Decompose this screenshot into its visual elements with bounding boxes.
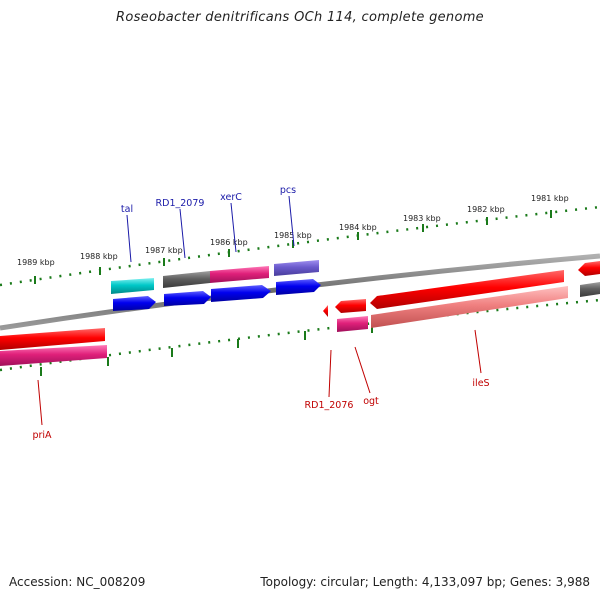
- cds-xerc[interactable]: [211, 285, 271, 302]
- gene-pria[interactable]: [0, 345, 107, 366]
- tick-label: 1983 kbp: [403, 214, 441, 223]
- tick-label: 1981 kbp: [531, 194, 569, 203]
- cds-tal[interactable]: [113, 296, 156, 311]
- cds-right-edge[interactable]: [578, 261, 600, 276]
- cds-pcs[interactable]: [276, 279, 321, 295]
- cds-ogt[interactable]: [335, 299, 366, 313]
- accession-label: Accession: NC_008209: [9, 575, 146, 589]
- gene-label-rd1-2079: RD1_2079: [156, 198, 205, 209]
- gene-rd1-2079[interactable]: [163, 271, 210, 288]
- gene-pcs[interactable]: [274, 260, 319, 276]
- gene-label-tal: tal: [121, 204, 133, 215]
- tick-label: 1982 kbp: [467, 205, 505, 214]
- tick-label: 1987 kbp: [145, 246, 183, 255]
- genome-summary: Topology: circular; Length: 4,133,097 bp…: [260, 575, 590, 589]
- tick-label: 1989 kbp: [17, 258, 55, 267]
- reverse-gene-row: [0, 282, 600, 366]
- forward-labels: tal RD1_2079 xerC pcs: [121, 185, 296, 263]
- cds-iles[interactable]: [370, 270, 564, 309]
- major-ticks-lower: [40, 324, 373, 376]
- reverse-labels: priA RD1_2076 ogt ileS: [32, 329, 490, 441]
- upper-tick-row: [0, 205, 600, 287]
- gene-label-ogt: ogt: [363, 396, 379, 407]
- gene-right-edge[interactable]: [580, 282, 600, 297]
- gene-iles[interactable]: [371, 286, 568, 328]
- gene-ogt[interactable]: [337, 316, 368, 332]
- gene-tal[interactable]: [111, 278, 154, 294]
- gene-label-pria: priA: [32, 430, 52, 441]
- cds-rd1-2079[interactable]: [164, 291, 211, 306]
- forward-gene-row: [111, 260, 319, 294]
- gene-label-rd1-2076: RD1_2076: [305, 400, 354, 411]
- tick-label: 1984 kbp: [339, 223, 377, 232]
- tick-label: 1986 kbp: [210, 238, 248, 247]
- map-title: Roseobacter denitrificans OCh 114, compl…: [116, 10, 484, 25]
- gene-label-iles: ileS: [472, 378, 489, 389]
- forward-cds-row: [113, 279, 321, 311]
- cds-rd1-2076[interactable]: [323, 305, 328, 317]
- gene-label-xerc: xerC: [220, 192, 242, 203]
- tick-label: 1988 kbp: [80, 252, 118, 261]
- gene-xerc[interactable]: [210, 266, 269, 283]
- major-ticks-upper: [34, 210, 552, 284]
- gene-label-pcs: pcs: [280, 185, 296, 196]
- cds-pria[interactable]: [0, 328, 105, 350]
- reverse-cds-row: [0, 261, 600, 350]
